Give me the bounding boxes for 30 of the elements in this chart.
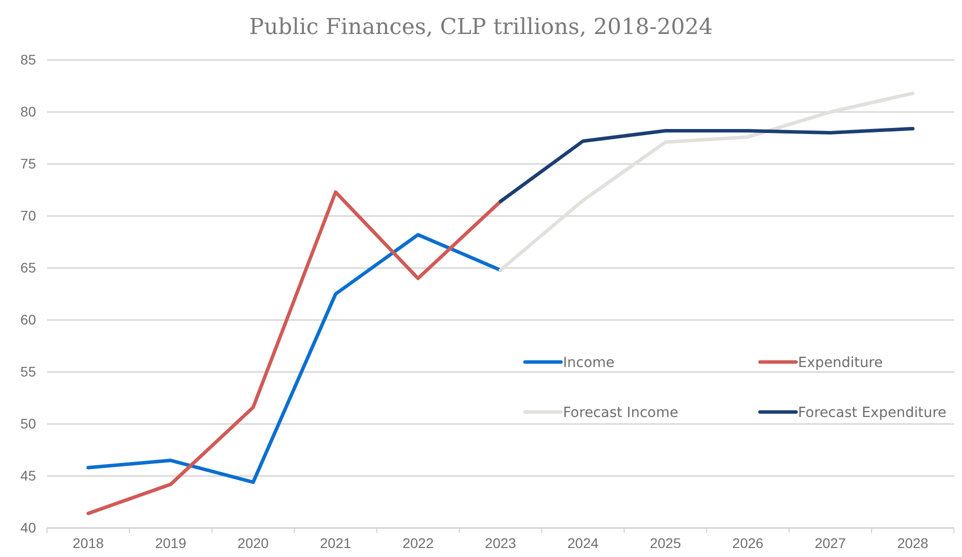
legend-label: Expenditure	[798, 355, 883, 371]
x-tick-label: 2024	[567, 534, 599, 551]
y-tick-label: 60	[20, 311, 36, 328]
x-tick-label: 2019	[155, 534, 186, 551]
line-series	[498, 126, 915, 204]
x-tick-label: 2022	[402, 534, 434, 551]
y-tick-label: 70	[20, 207, 36, 224]
x-tick-label: 2027	[814, 534, 846, 551]
y-tick-label: 75	[20, 155, 36, 172]
x-tick-label: 2023	[484, 534, 516, 551]
legend-label: Income	[563, 355, 615, 371]
y-tick-label: 85	[20, 51, 36, 68]
x-tick-label: 2021	[320, 534, 352, 551]
legend-label: Forecast Income	[563, 405, 678, 421]
legend-label: Forecast Expenditure	[798, 405, 946, 421]
y-tick-label: 80	[20, 103, 36, 120]
x-tick-label: 2018	[72, 534, 104, 551]
y-tick-label: 45	[20, 467, 36, 484]
x-tick-label: 2026	[732, 534, 764, 551]
y-tick-label: 65	[20, 259, 36, 276]
y-tick-label: 40	[20, 519, 36, 536]
x-tick-label: 2028	[897, 534, 929, 551]
line-series	[86, 190, 502, 516]
y-tick-label: 55	[20, 363, 36, 380]
x-tick-label: 2020	[238, 534, 269, 551]
chart-title: Public Finances, CLP trillions, 2018-2024	[249, 15, 713, 40]
x-tick-label: 2025	[650, 534, 682, 551]
line-series	[86, 232, 502, 484]
y-tick-label: 50	[20, 415, 36, 432]
line-series	[498, 92, 915, 272]
